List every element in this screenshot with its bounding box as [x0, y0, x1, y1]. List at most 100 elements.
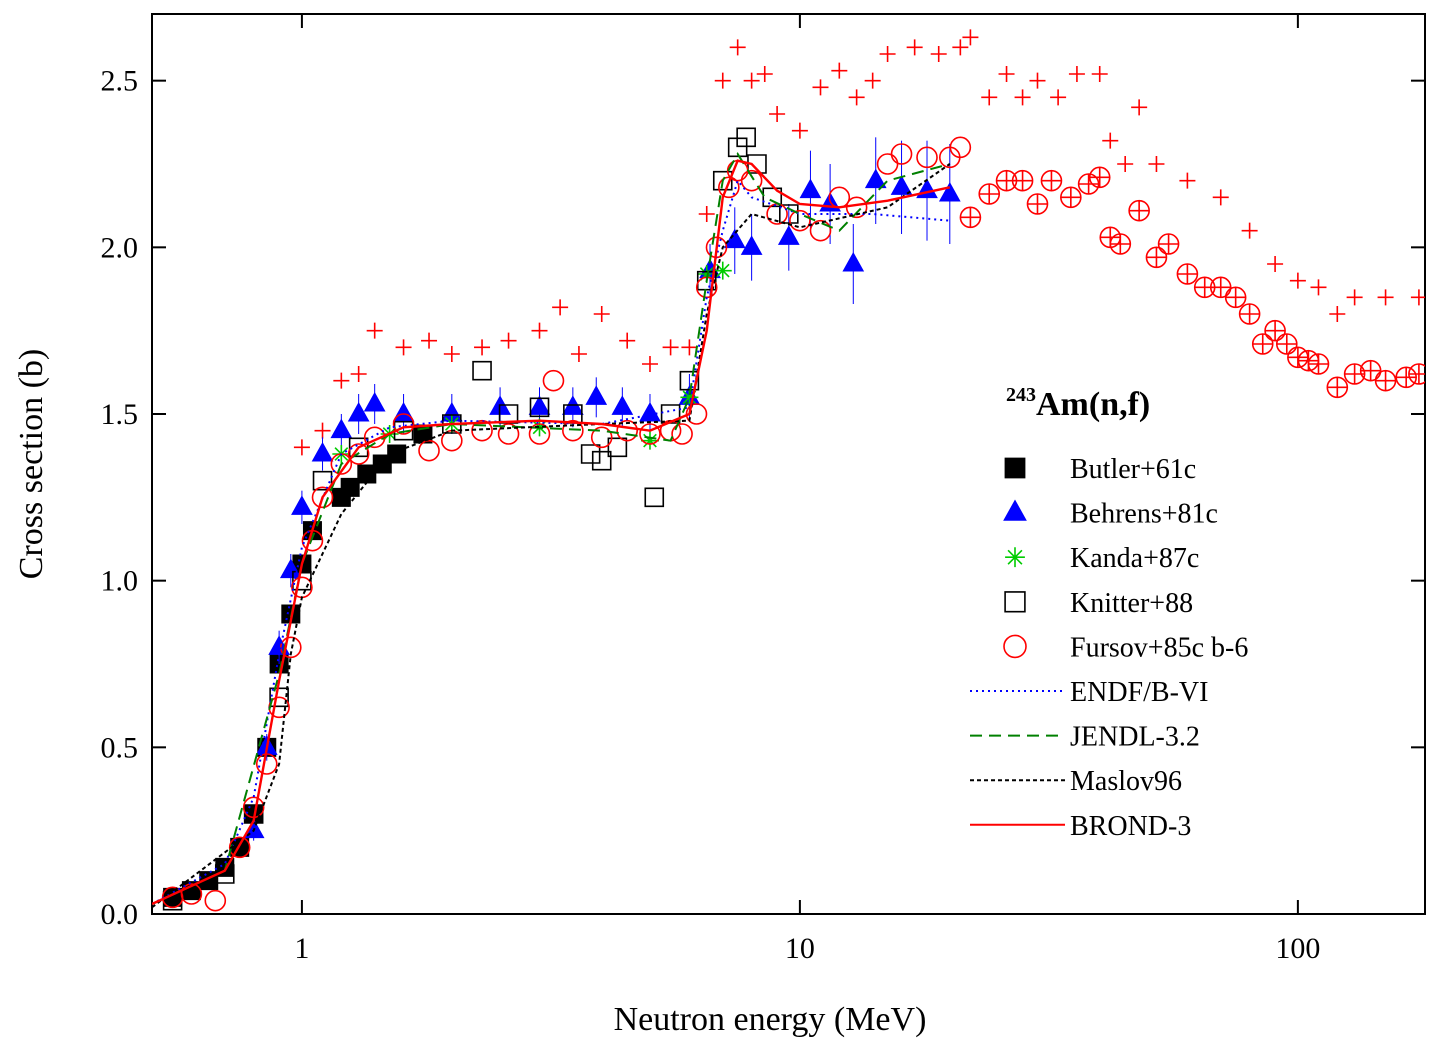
data-point [740, 235, 763, 255]
legend-label: BROND-3 [1070, 811, 1191, 842]
data-point [1289, 272, 1306, 289]
data-point [392, 413, 415, 435]
data-point [611, 395, 634, 415]
data-point [842, 251, 865, 272]
data-point [330, 418, 353, 439]
data-point [1264, 319, 1286, 342]
data-point [528, 423, 551, 445]
data-point [1310, 279, 1327, 296]
data-point [1346, 289, 1363, 306]
x-axis-title: Neutron energy (MeV) [614, 1001, 927, 1038]
data-point [1040, 169, 1063, 192]
legend-marker [1005, 547, 1025, 568]
data-point [1209, 276, 1232, 299]
data-point [952, 39, 969, 56]
data-point [443, 346, 460, 362]
data-point [779, 204, 799, 224]
data-point [269, 687, 289, 708]
data-point [500, 332, 517, 349]
y-tick-label: 0.5 [101, 731, 139, 764]
legend-label: Kanda+87c [1070, 543, 1199, 574]
data-point [474, 339, 491, 356]
data-point [639, 423, 661, 445]
data-point [293, 439, 310, 456]
data-point [1128, 199, 1150, 222]
data-point [1145, 246, 1168, 269]
data-point [366, 322, 383, 339]
legend-label: Fursov+85c b-6 [1070, 632, 1248, 663]
data-point [712, 170, 733, 191]
data-point [242, 796, 265, 819]
data-point [311, 486, 334, 509]
data-point [791, 122, 808, 139]
data-point [1014, 89, 1031, 106]
data-point [1026, 193, 1049, 215]
legend-marker [1003, 634, 1027, 659]
legend-marker [1003, 499, 1027, 521]
series-line [152, 152, 951, 905]
data-point [347, 443, 370, 465]
data-point [938, 181, 961, 202]
data-point [1212, 189, 1229, 206]
data-point [591, 450, 612, 471]
data-point [392, 401, 415, 422]
x-tick-label: 10 [785, 932, 815, 965]
data-point [1238, 303, 1261, 325]
data-point [180, 883, 203, 905]
data-point [529, 397, 550, 418]
data-point [740, 169, 763, 192]
data-point [1148, 156, 1165, 172]
data-point [418, 439, 440, 462]
data-point [1117, 156, 1134, 172]
data-point [809, 219, 832, 242]
data-point [442, 414, 462, 434]
data-point [472, 360, 492, 381]
data-point [1275, 333, 1298, 355]
data-point [876, 153, 899, 175]
data-point [395, 339, 412, 356]
data-point [393, 420, 414, 441]
data-point [1374, 369, 1397, 392]
data-point [723, 228, 746, 249]
y-tick-label: 2.0 [101, 231, 139, 264]
data-point [680, 388, 699, 407]
data-point [311, 441, 334, 462]
legend-title: 243Am(n,f) [1006, 384, 1150, 423]
data-point [890, 143, 913, 165]
data-point [864, 168, 887, 189]
data-point [998, 66, 1015, 82]
data-point [916, 146, 938, 169]
data-point [1329, 306, 1346, 322]
data-point [978, 183, 1001, 205]
data-point [1109, 233, 1132, 255]
data-point [291, 495, 313, 515]
data-point [255, 753, 278, 775]
data-point [350, 366, 367, 382]
data-point [671, 423, 693, 445]
data-point [1307, 353, 1330, 375]
legend-title-main: Am(n,f) [1036, 386, 1150, 423]
data-point [890, 175, 913, 195]
data-point [162, 890, 183, 911]
data-point [729, 39, 746, 56]
data-point [959, 206, 982, 229]
data-point [812, 79, 829, 96]
data-point [1359, 359, 1382, 382]
data-point [1088, 166, 1111, 189]
data-point [570, 346, 587, 362]
data-point [279, 558, 302, 579]
data-point [357, 464, 377, 484]
data-point [766, 203, 788, 225]
data-point [743, 72, 760, 89]
data-point [333, 372, 350, 389]
data-point [330, 453, 353, 475]
data-point [498, 404, 519, 424]
data-point [552, 299, 569, 316]
data-point [619, 332, 636, 349]
y-tick-label: 1.0 [101, 565, 139, 598]
data-point [528, 395, 551, 415]
data-point [1179, 172, 1196, 189]
data-point [542, 369, 565, 392]
data-point [828, 186, 851, 209]
